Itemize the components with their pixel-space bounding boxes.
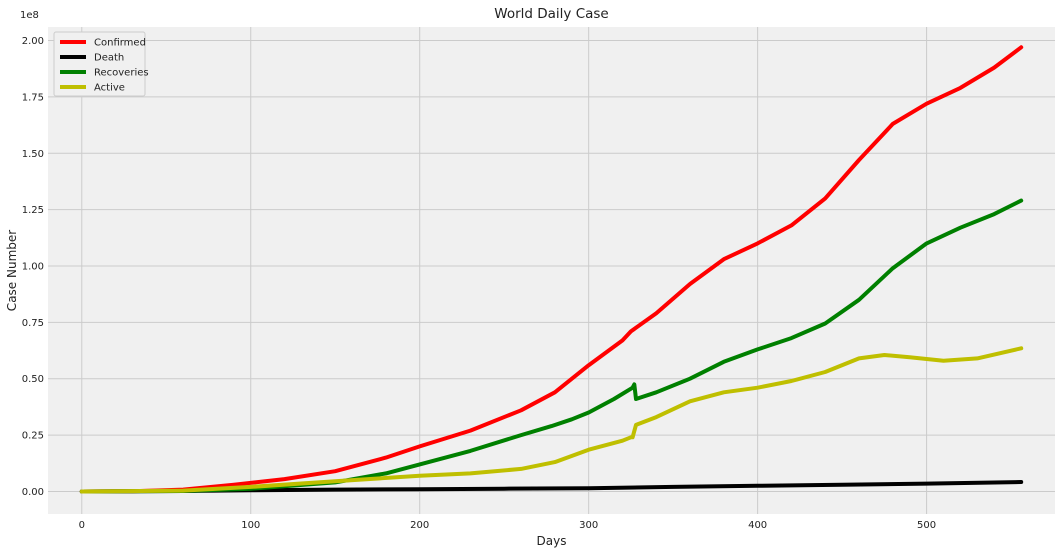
series-line-confirmed [79,45,1024,494]
legend-label-recoveries: Recoveries [94,68,149,79]
y-tick-label: 0.50 [22,374,44,385]
x-tick-label: 0 [79,520,85,531]
x-tick-label: 400 [748,520,767,531]
legend-label-active: Active [94,83,125,94]
x-tick-label: 500 [917,520,936,531]
x-tick-label: 100 [241,520,260,531]
legend-label-confirmed: Confirmed [94,38,146,49]
grid-lines [48,27,1055,514]
plot-area [48,27,1055,514]
x-tick-labels: 0 100 200 300 400 500 [79,520,937,531]
chart-title: World Daily Case [494,6,608,22]
y-tick-label: 1.00 [22,261,44,272]
legend-label-death: Death [94,53,124,64]
x-axis-label: Days [537,534,567,548]
y-tick-label: 0.75 [22,318,44,329]
series-line-recoveries [79,198,1024,494]
y-tick-label: 1.50 [22,149,44,160]
y-scale-factor: 1e8 [20,10,39,21]
y-tick-label: 0.25 [22,431,44,442]
y-tick-labels: 0.00 0.25 0.50 0.75 1.00 1.25 1.50 1.75 2.00 [22,36,44,498]
x-tick-label: 200 [410,520,429,531]
series-lines [79,45,1024,494]
y-tick-label: 1.75 [22,92,44,103]
legend-box [53,31,146,97]
y-axis-label: Case Number [5,230,19,311]
y-tick-label: 0.00 [22,487,44,498]
legend: Confirmed Death Recoveries Active [53,31,149,97]
x-tick-label: 300 [579,520,598,531]
series-line-active [79,346,1024,494]
y-tick-label: 2.00 [22,36,44,47]
y-tick-label: 1.25 [22,205,44,216]
